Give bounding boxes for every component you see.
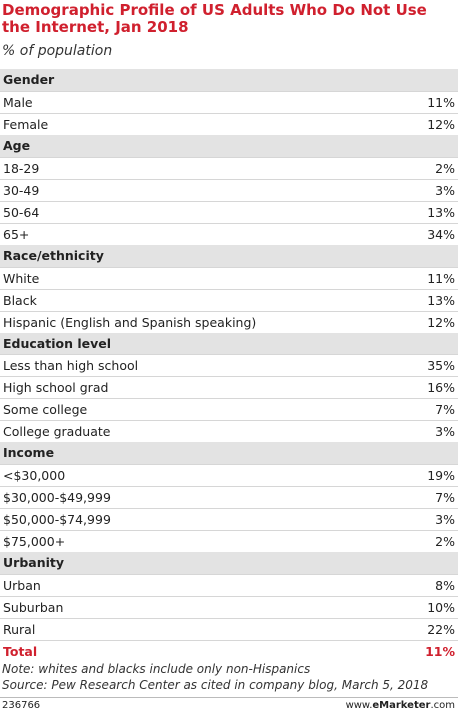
section-header: Race/ethnicity: [0, 244, 458, 267]
site-suffix: .com: [430, 700, 455, 711]
table-row: Suburban 10%: [0, 596, 458, 618]
table-row-value: 3%: [435, 512, 455, 528]
table-row: College graduate 3%: [0, 420, 458, 442]
section-header: Age: [0, 134, 458, 157]
table-row: Urban 8%: [0, 574, 458, 596]
table-row-label: Rural: [3, 622, 36, 637]
table-row: Less than high school 35%: [0, 354, 458, 376]
table-row: Black 13%: [0, 288, 458, 311]
table-row-label: $30,000-$49,999: [3, 490, 111, 506]
table-row: <$30,000 19%: [0, 464, 458, 486]
table-row-label: $50,000-$74,999: [3, 512, 111, 528]
table-row-label: Less than high school: [3, 358, 139, 374]
table-row-value: 2%: [435, 534, 455, 550]
table-row: Hispanic (English and Spanish speaking) 1…: [0, 310, 458, 333]
source: Source: Pew Research Center as cited in …: [2, 678, 429, 692]
table-row-value: 16%: [427, 380, 455, 396]
table-row-label: 50-64: [3, 204, 40, 220]
table-row-label: 30-49: [3, 182, 40, 198]
table-row: 18-29 2%: [0, 156, 458, 179]
table-row: 30-49 3%: [0, 178, 458, 201]
table-row-label: <$30,000: [3, 468, 66, 484]
table-row: Some college 7%: [0, 398, 458, 420]
table-row-value: 12%: [427, 314, 455, 330]
table-row-value: 12%: [427, 116, 455, 132]
section-header-label: Race/ethnicity: [3, 247, 104, 263]
table-row-label: $75,000+: [3, 534, 66, 550]
table-row-value: 34%: [427, 226, 455, 242]
table-row-label: Black: [3, 292, 37, 308]
section-header: Education level: [0, 332, 458, 355]
table-row-label: Hispanic (English and Spanish speaking): [3, 314, 257, 330]
table-row-label: White: [3, 270, 40, 286]
table-row-value: 10%: [427, 600, 455, 616]
table-row-label: Some college: [3, 402, 88, 418]
table-row-value: 2%: [435, 160, 455, 176]
table-row: Female 12%: [0, 112, 458, 135]
section-header-label: Urbanity: [3, 555, 65, 571]
table-row-value: 22%: [427, 622, 455, 637]
total-row-label: Total: [3, 643, 38, 659]
table-row: $30,000-$49,999 7%: [0, 486, 458, 508]
table-row: High school grad 16%: [0, 376, 458, 398]
total-row-value: 11%: [425, 643, 455, 659]
table-row-value: 13%: [427, 292, 455, 308]
table-row: $75,000+ 2%: [0, 530, 458, 552]
chart-id: 236766: [2, 700, 41, 711]
total-row: Total 11%: [0, 639, 458, 662]
section-header: Income: [0, 442, 458, 465]
table-row: Male 11%: [0, 90, 458, 113]
table-row-value: 19%: [427, 468, 455, 484]
section-header-label: Income: [3, 445, 55, 461]
table-row-value: 7%: [435, 402, 455, 418]
site-brand: eMarketer: [372, 700, 431, 711]
footer: 236766 www.eMarketer.com: [0, 697, 458, 714]
note: Note: whites and blacks include only non…: [2, 662, 311, 676]
section-header-label: Age: [3, 137, 31, 153]
table-row: 50-64 13%: [0, 200, 458, 223]
table-row-label: College graduate: [3, 424, 111, 440]
table-row-label: Suburban: [3, 600, 64, 616]
table-row-value: 13%: [427, 204, 455, 220]
table-row-value: 11%: [427, 94, 455, 110]
table-row-label: Urban: [3, 578, 41, 594]
table-row-label: 65+: [3, 226, 30, 242]
section-header-label: Gender: [3, 72, 55, 87]
table-row-value: 8%: [435, 578, 455, 594]
table-row-value: 11%: [427, 270, 455, 286]
table-row: $50,000-$74,999 3%: [0, 508, 458, 530]
table-row: Rural 22%: [0, 618, 458, 640]
subtitle: % of population: [2, 43, 113, 59]
section-header: Gender: [0, 69, 458, 91]
table-row-value: 3%: [435, 424, 455, 440]
section-header: Urbanity: [0, 552, 458, 575]
table-row-label: Female: [3, 116, 49, 132]
site: www.eMarketer.com: [346, 698, 455, 713]
table-row: 65+ 34%: [0, 222, 458, 245]
section-header-label: Education level: [3, 335, 112, 351]
table-row-value: 7%: [435, 490, 455, 506]
table-row-value: 35%: [427, 358, 455, 374]
table-row: White 11%: [0, 266, 458, 289]
title: Demographic Profile of US Adults Who Do …: [2, 1, 427, 36]
table-row-label: Male: [3, 94, 33, 110]
site-prefix: www.: [345, 700, 373, 711]
table-row-label: 18-29: [3, 160, 40, 176]
table-row-value: 3%: [435, 182, 455, 198]
table-row-label: High school grad: [3, 380, 109, 396]
